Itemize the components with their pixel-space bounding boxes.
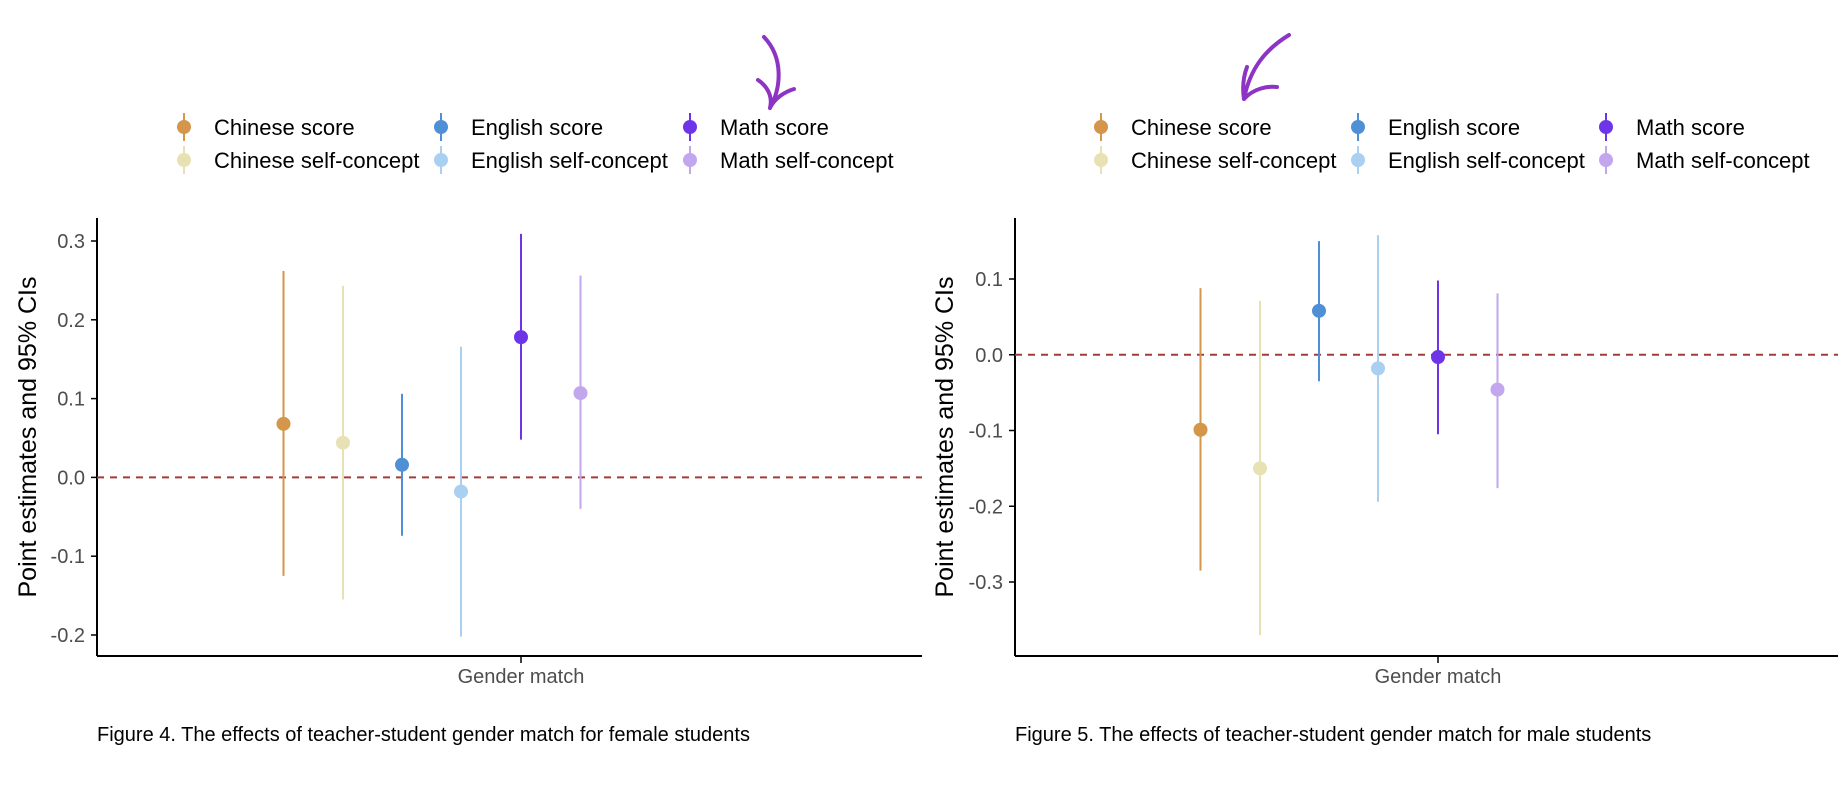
- series-chinese-self-concept: [336, 285, 350, 600]
- point-estimate-english-score: [1312, 303, 1326, 318]
- series-math-score: [1431, 280, 1445, 435]
- legend-label: English score: [1388, 115, 1520, 140]
- y-tick-label: 0.3: [57, 231, 85, 253]
- legend-item-chinese-self-concept: Chinese self-concept: [177, 146, 419, 174]
- chart-panel-2: Chinese score English score Math score Chin…: [931, 33, 1838, 746]
- series-english-score: [1312, 241, 1326, 382]
- legend-label: Chinese self-concept: [214, 148, 419, 173]
- legend-label: Math score: [1636, 115, 1745, 140]
- series-math-self-concept: [573, 275, 588, 509]
- y-tick-label: -0.2: [51, 625, 85, 647]
- legend-label: English self-concept: [1388, 148, 1585, 173]
- chart-panel-1: Chinese score English score Math score Chin…: [14, 35, 922, 746]
- annotation-arrow: [756, 35, 796, 110]
- legend-label: Chinese score: [214, 115, 355, 140]
- x-tick-label: Gender match: [458, 666, 585, 688]
- y-tick-label: 0.1: [57, 389, 85, 411]
- point-estimate-chinese-self-concept: [1253, 461, 1267, 476]
- y-tick-label: -0.1: [51, 546, 85, 568]
- legend-item-chinese-self-concept: Chinese self-concept: [1094, 146, 1336, 174]
- legend-key-dot: [1599, 153, 1613, 167]
- point-estimate-math-self-concept: [1490, 382, 1505, 397]
- legend-key-dot: [683, 153, 697, 167]
- series-chinese-self-concept: [1253, 300, 1267, 636]
- point-estimate-chinese-score: [276, 416, 291, 431]
- legend-item-english-self-concept: English self-concept: [1351, 146, 1585, 174]
- y-tick-label: 0.0: [975, 345, 1003, 367]
- point-estimate-math-score: [514, 330, 528, 345]
- legend-item-math-score: Math score: [683, 113, 829, 141]
- legend-item-english-score: English score: [1351, 113, 1520, 141]
- y-tick-label: -0.3: [969, 572, 1003, 594]
- legend-label: Math self-concept: [720, 148, 894, 173]
- figure-caption: Figure 4. The effects of teacher-student…: [97, 724, 750, 746]
- legend-item-math-self-concept: Math self-concept: [1599, 146, 1810, 174]
- legend-label: Chinese score: [1131, 115, 1272, 140]
- legend-item-english-score: English score: [434, 113, 603, 141]
- legend-key-dot: [1351, 153, 1365, 167]
- series-chinese-score: [1193, 288, 1208, 571]
- annotation-arrow: [1241, 33, 1291, 101]
- legend-key-dot: [434, 153, 448, 167]
- legend-key-dot: [683, 120, 697, 134]
- point-estimate-math-self-concept: [573, 386, 588, 401]
- legend-item-math-self-concept: Math self-concept: [683, 146, 894, 174]
- y-tick-label: 0.1: [975, 269, 1003, 291]
- legend-item-chinese-score: Chinese score: [177, 113, 355, 141]
- point-estimate-chinese-self-concept: [336, 435, 350, 450]
- legend-item-math-score: Math score: [1599, 113, 1745, 141]
- point-estimate-math-score: [1431, 350, 1445, 365]
- y-tick-label: 0.2: [57, 310, 85, 332]
- series-english-self-concept: [1371, 235, 1385, 502]
- y-tick-label: -0.2: [969, 496, 1003, 518]
- legend-key-dot: [1094, 153, 1108, 167]
- point-estimate-english-score: [395, 457, 409, 472]
- legend-item-chinese-score: Chinese score: [1094, 113, 1272, 141]
- series-chinese-score: [276, 270, 291, 576]
- legend-key-dot: [1094, 120, 1108, 134]
- y-tick-label: -0.1: [969, 421, 1003, 443]
- legend-label: English score: [471, 115, 603, 140]
- point-estimate-chinese-score: [1193, 422, 1208, 437]
- x-tick-label: Gender match: [1375, 666, 1502, 688]
- legend-label: Math score: [720, 115, 829, 140]
- legend-key-dot: [177, 120, 191, 134]
- y-axis-title: Point estimates and 95% CIs: [931, 277, 959, 598]
- legend-key-dot: [434, 120, 448, 134]
- y-tick-label: 0.0: [57, 467, 85, 489]
- legend-key-dot: [177, 153, 191, 167]
- series-english-score: [395, 393, 409, 536]
- y-axis-title: Point estimates and 95% CIs: [14, 277, 42, 598]
- legend-label: Math self-concept: [1636, 148, 1810, 173]
- series-math-self-concept: [1490, 293, 1505, 489]
- legend-item-english-self-concept: English self-concept: [434, 146, 668, 174]
- figure-caption: Figure 5. The effects of teacher-student…: [1015, 724, 1651, 746]
- series-math-score: [514, 233, 528, 440]
- point-estimate-english-self-concept: [1371, 361, 1385, 376]
- legend-label: Chinese self-concept: [1131, 148, 1336, 173]
- point-estimate-english-self-concept: [454, 484, 468, 499]
- legend-label: English self-concept: [471, 148, 668, 173]
- legend-key-dot: [1351, 120, 1365, 134]
- legend-key-dot: [1599, 120, 1613, 134]
- series-english-self-concept: [454, 346, 468, 637]
